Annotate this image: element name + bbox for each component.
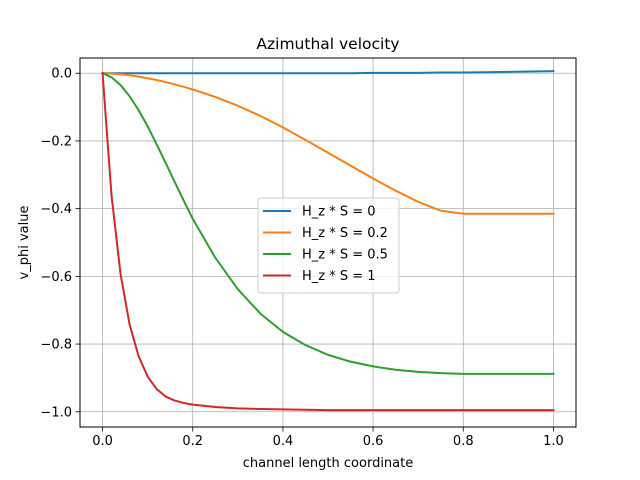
legend-entry: H_z * S = 0.2 <box>302 226 388 241</box>
chart-title: Azimuthal velocity <box>256 35 399 53</box>
plot-frame <box>79 57 577 428</box>
x-tick-label: 1.0 <box>543 434 564 449</box>
legend: H_z * S = 0 H_z * S = 0.2 H_z * S = 0.5 H_z… <box>257 197 400 294</box>
y-tick-label: 0.0 <box>51 67 72 82</box>
legend-box <box>257 197 400 294</box>
axis-ticks: 0.0 0.2 0.4 0.6 0.8 1.0 0.0 −0.2 −0.4 −0.6 −0.8 −1.… <box>40 67 563 449</box>
x-tick-label: 0.2 <box>182 434 203 449</box>
y-tick-label: −0.2 <box>40 134 72 149</box>
y-tick-label: −0.8 <box>40 338 72 353</box>
x-tick-label: 0.4 <box>273 434 294 449</box>
legend-entry: H_z * S = 1 <box>302 269 376 284</box>
x-tick-label: 0.8 <box>453 434 474 449</box>
legend-entry: H_z * S = 0.5 <box>302 248 388 263</box>
legend-entry: H_z * S = 0 <box>302 205 376 220</box>
series-line-0 <box>101 70 555 75</box>
x-tick-label: 0.6 <box>363 434 384 449</box>
x-tick-label: 0.0 <box>92 434 113 449</box>
series-lines <box>101 70 555 412</box>
series-line-2 <box>101 71 555 375</box>
y-axis-label: v_phi value <box>17 206 32 280</box>
series-line-1 <box>101 72 555 215</box>
series-line-3 <box>101 72 555 412</box>
y-tick-label: −1.0 <box>40 405 72 420</box>
x-axis-label: channel length coordinate <box>243 456 413 471</box>
y-tick-label: −0.4 <box>40 202 72 217</box>
y-tick-label: −0.6 <box>40 270 72 285</box>
